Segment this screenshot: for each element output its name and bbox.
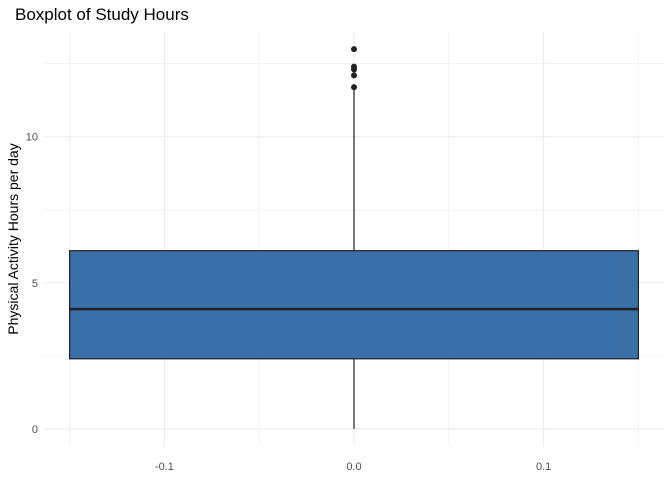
outlier-point: [351, 46, 357, 53]
y-tick-label: 10: [26, 132, 38, 144]
boxplot-marks: [68, 46, 640, 429]
outlier-point: [351, 63, 357, 70]
outlier-point: [351, 72, 357, 79]
x-tick-label: 0.0: [346, 461, 361, 473]
x-tick-label: -0.1: [155, 461, 174, 473]
y-tick-label: 0: [32, 424, 38, 436]
iqr-box: [68, 250, 640, 360]
chart-title: Boxplot of Study Hours: [15, 5, 189, 24]
tick-labels: -0.1 0.0 0.1 0 5 10: [26, 132, 552, 473]
y-axis-title: Physical Activity Hours per day: [5, 143, 21, 334]
outlier-point: [351, 84, 357, 91]
y-tick-label: 5: [32, 278, 38, 290]
x-tick-label: 0.1: [536, 461, 551, 473]
